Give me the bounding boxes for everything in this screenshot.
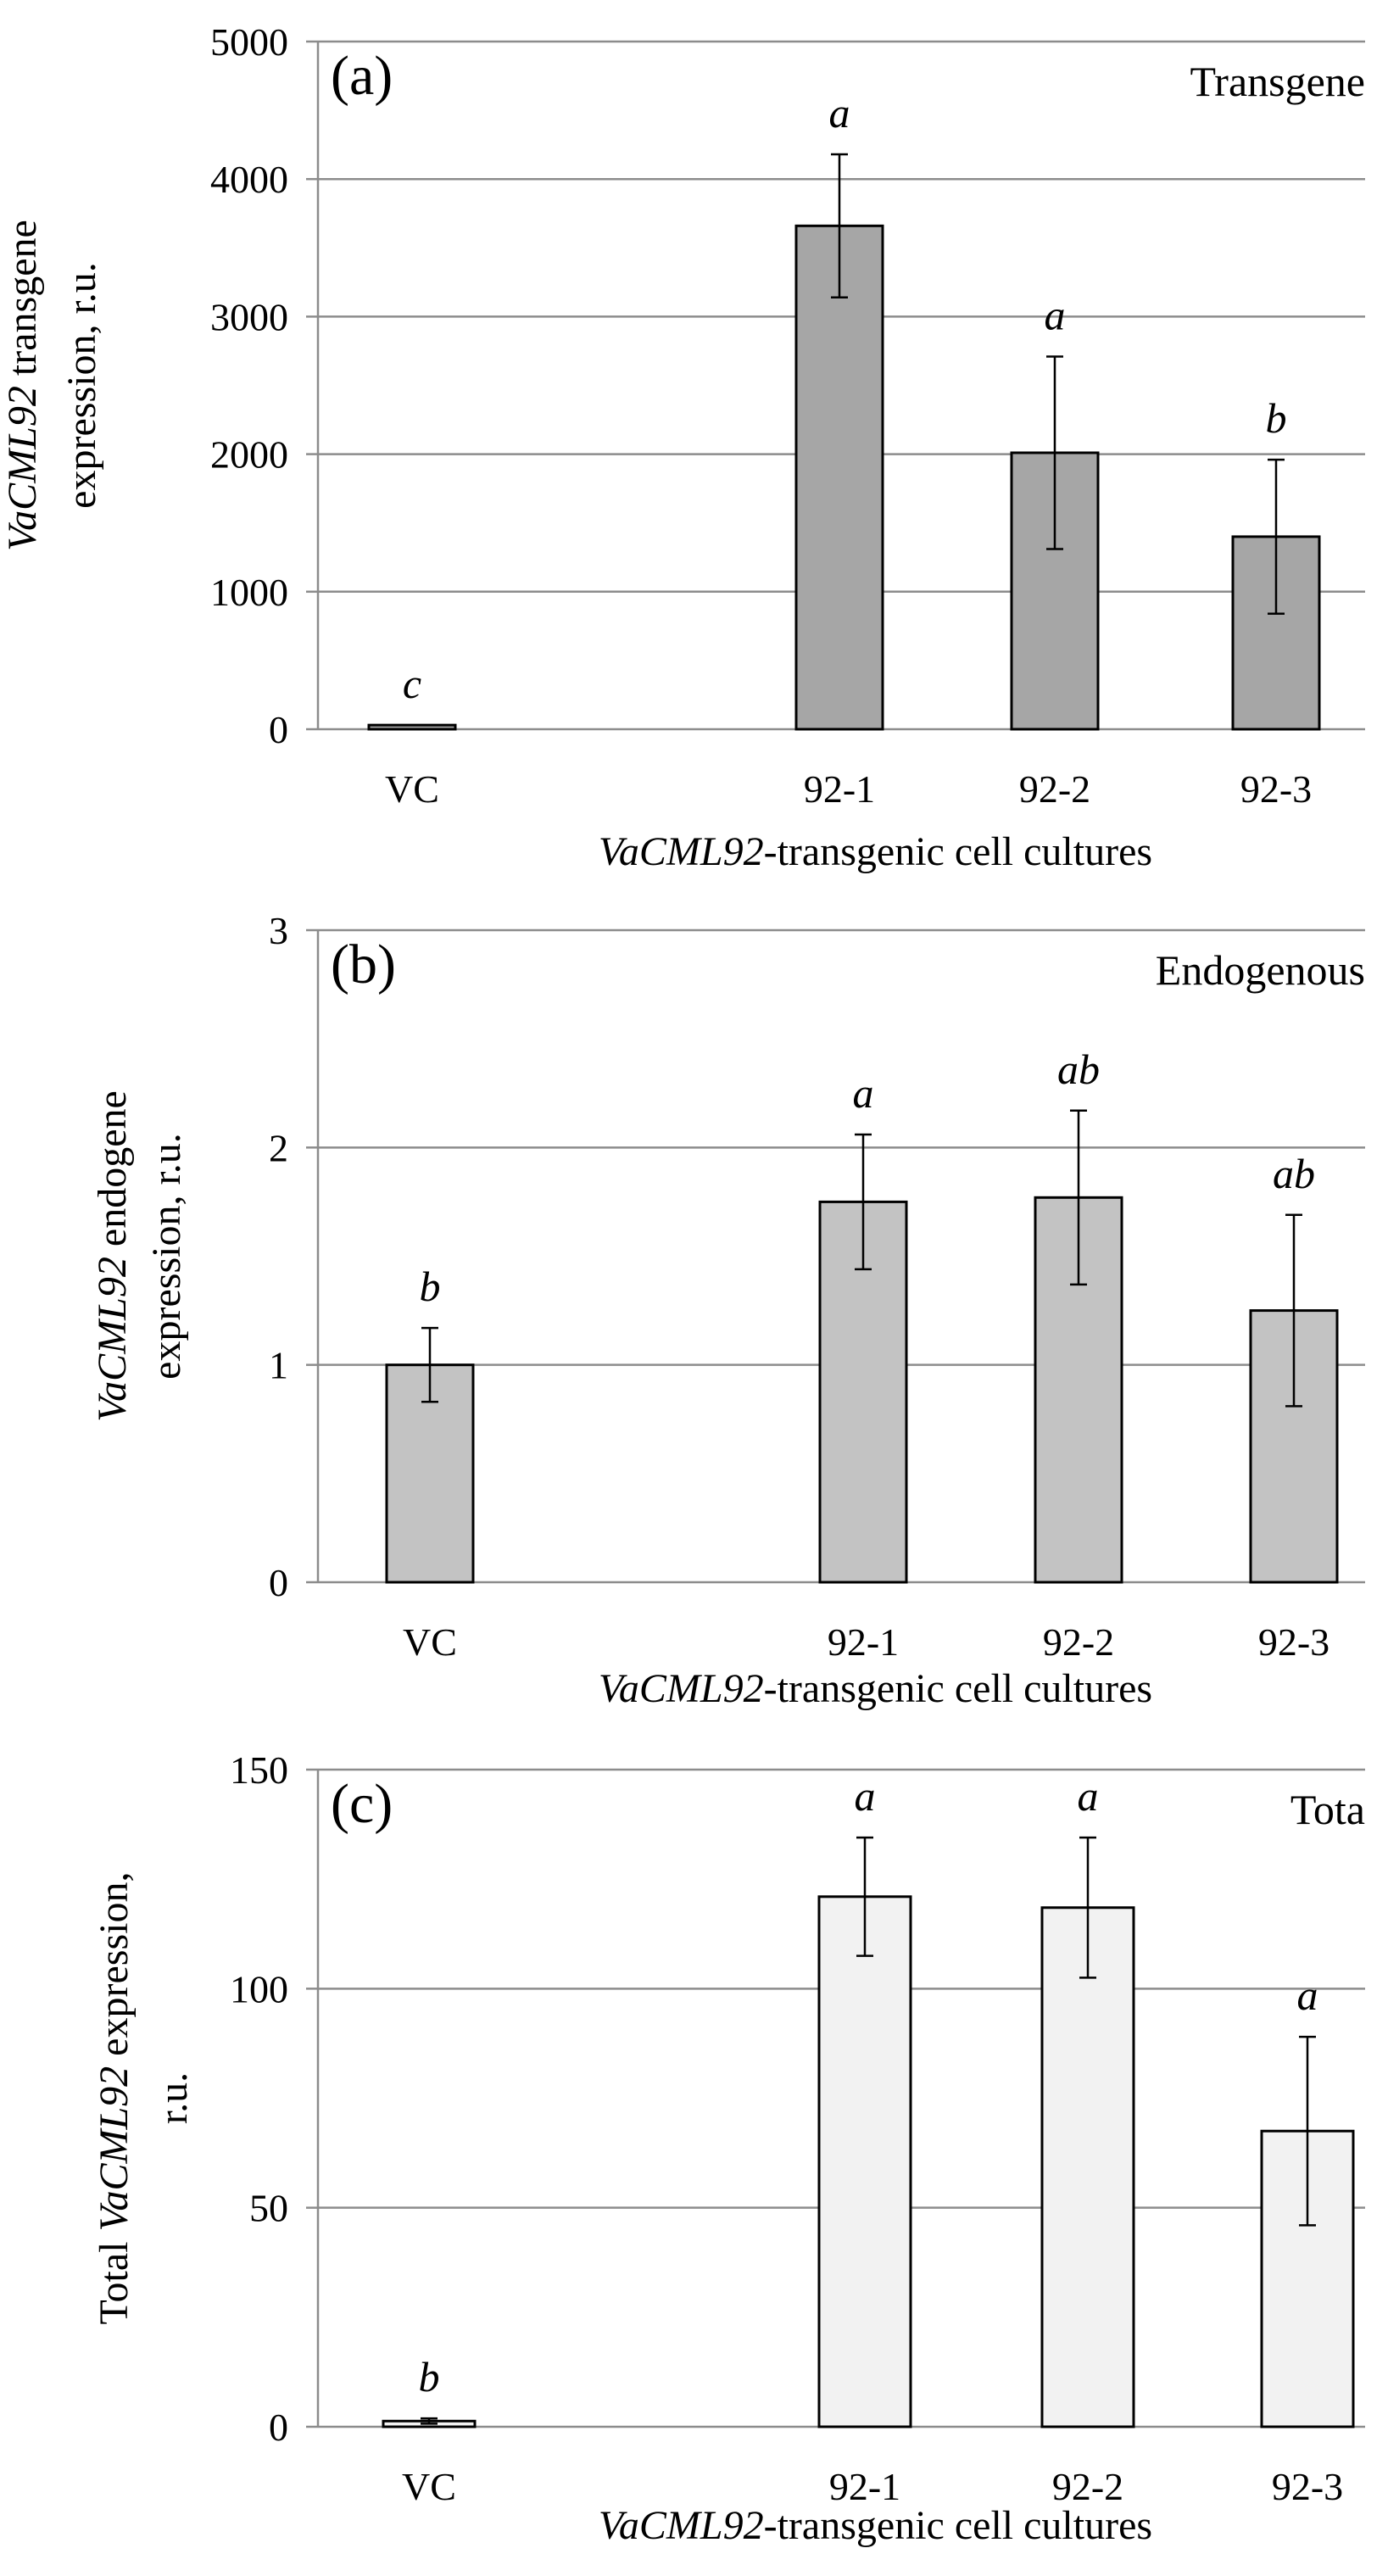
y-axis-title-italic: VaCML92	[0, 386, 45, 551]
x-axis-title: VaCML92-transgenic cell cultures	[599, 829, 1152, 874]
bar-92-2	[1040, 1906, 1135, 2428]
y-axis-title-line1: VaCML92 transgene	[0, 220, 45, 551]
chart-panel-1: 0 1000 2000 3000 4000 5000 c VC a 92-1 a 92-2 b 92-3 (…	[0, 20, 1365, 874]
y-tick-label: 3	[269, 909, 288, 952]
x-category-label: VC	[402, 2465, 456, 2508]
y-tick-label: 100	[230, 1967, 288, 2010]
y-axis-title-italic: VaCML92	[90, 1257, 135, 1422]
significance-label: ab	[1057, 1045, 1100, 1093]
y-tick-label: 0	[269, 2406, 288, 2449]
y-tick-label: 4000	[210, 158, 288, 201]
panel-label: (a)	[331, 45, 393, 107]
x-category-label: 92-2	[1019, 767, 1090, 811]
x-category-label: VC	[403, 1620, 457, 1664]
x-category-label: 92-2	[1052, 2465, 1123, 2508]
significance-label: b	[1266, 394, 1287, 442]
x-category-label: 92-1	[829, 2465, 900, 2508]
x-axis-title: VaCML92-transgenic cell cultures	[599, 1666, 1152, 1711]
x-category-label: 92-1	[804, 767, 875, 811]
y-axis-title-rest: expression,	[92, 1872, 137, 2066]
series-label: Endogenous	[1156, 946, 1365, 994]
y-axis-title-line2: r.u.	[151, 2072, 196, 2124]
y-tick-label: 1000	[210, 571, 288, 614]
significance-label: b	[420, 1263, 441, 1310]
panel-label: (c)	[331, 1773, 393, 1835]
x-category-label: 92-1	[828, 1620, 899, 1664]
y-tick-label: 0	[269, 1561, 288, 1604]
significance-label: b	[419, 2353, 440, 2400]
bar-92-1	[794, 224, 884, 731]
chart-panel-2: 0 1 2 3 b VC a 92-1 ab 92-2 ab 92-3 (b) Endogenous VaC…	[90, 909, 1365, 1711]
y-axis-title-italic: VaCML92	[92, 2066, 137, 2232]
x-axis-title-italic: VaCML92	[599, 829, 764, 874]
x-axis-title: VaCML92-transgenic cell cultures	[599, 2503, 1152, 2548]
y-tick-label: 5000	[210, 20, 288, 64]
significance-label: c	[403, 660, 421, 707]
x-axis-title-rest: -transgenic cell cultures	[764, 829, 1152, 874]
y-axis-title-rest: endogene	[90, 1090, 135, 1257]
y-axis-title-line1: VaCML92 endogene	[90, 1090, 135, 1422]
y-axis-title-line2: expression, r.u.	[59, 262, 104, 509]
bar-VC	[367, 723, 457, 731]
x-category-label: 92-2	[1043, 1620, 1114, 1664]
y-tick-label: 150	[230, 1748, 288, 1792]
y-axis-title-prefix: Total	[92, 2232, 137, 2325]
significance-label: a	[1078, 1772, 1099, 1820]
y-tick-label: 50	[249, 2187, 288, 2230]
chart-panel-3: 0 50 100 150 b VC a 92-1 a 92-2 a 92-3 (c) Tota VaCML9…	[92, 1748, 1365, 2548]
bar-92-2	[1010, 451, 1100, 731]
x-axis-title-italic: VaCML92	[599, 2503, 764, 2548]
series-label: Transgene	[1190, 58, 1365, 105]
x-category-label: 92-3	[1272, 2465, 1343, 2508]
y-tick-label: 0	[269, 708, 288, 751]
y-tick-label: 2000	[210, 433, 288, 477]
x-axis-title-rest: -transgenic cell cultures	[764, 1666, 1152, 1711]
significance-label: a	[855, 1772, 876, 1820]
y-tick-label: 2	[269, 1126, 288, 1169]
significance-label: ab	[1273, 1150, 1315, 1197]
x-axis-title-rest: -transgenic cell cultures	[764, 2503, 1152, 2548]
y-axis-title-line2: expression, r.u.	[144, 1133, 189, 1380]
y-axis-title-rest: transgene	[0, 220, 45, 386]
significance-label: a	[853, 1069, 874, 1117]
x-axis-title-italic: VaCML92	[599, 1666, 764, 1711]
y-axis-title-line1: Total VaCML92 expression,	[92, 1872, 137, 2325]
x-category-label: VC	[385, 767, 439, 811]
y-tick-label: 3000	[210, 295, 288, 338]
significance-label: a	[829, 89, 850, 137]
panel-label: (b)	[331, 934, 396, 995]
y-tick-label: 1	[269, 1344, 288, 1387]
significance-label: a	[1045, 291, 1066, 338]
bar-92-1	[817, 1895, 912, 2428]
x-category-label: 92-3	[1240, 767, 1312, 811]
x-category-label: 92-3	[1258, 1620, 1329, 1664]
significance-label: a	[1297, 1971, 1318, 2019]
series-label: Tota	[1290, 1786, 1365, 1833]
